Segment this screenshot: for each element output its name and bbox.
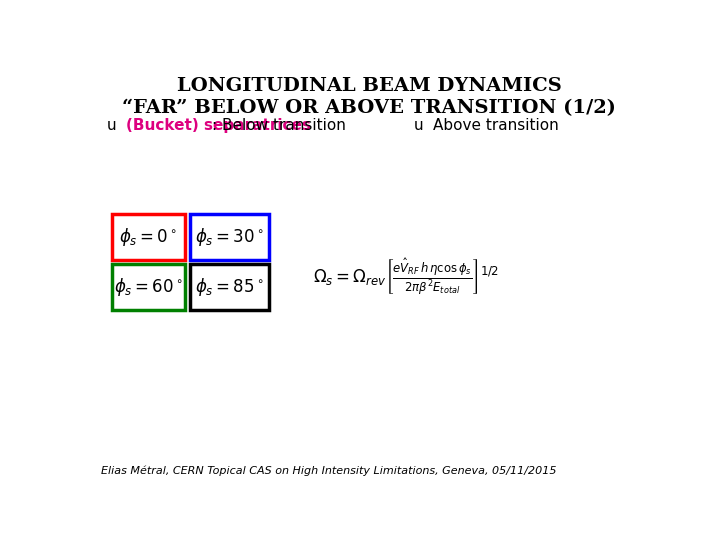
Text: : Below transition: : Below transition bbox=[212, 118, 346, 133]
FancyBboxPatch shape bbox=[112, 214, 185, 260]
Text: Above transition: Above transition bbox=[433, 118, 559, 133]
Text: (Bucket) separatrices: (Bucket) separatrices bbox=[126, 118, 311, 133]
Text: u: u bbox=[107, 118, 117, 133]
Text: u: u bbox=[413, 118, 423, 133]
FancyBboxPatch shape bbox=[112, 265, 185, 310]
Text: $\phi_s = 0^\circ$: $\phi_s = 0^\circ$ bbox=[120, 226, 178, 248]
Text: $\Omega_s = \Omega_{rev} \left[\frac{e\hat{V}_{RF}\, h\, \eta \cos\phi_s}{2\pi\b: $\Omega_s = \Omega_{rev} \left[\frac{e\h… bbox=[313, 256, 500, 298]
Text: $\phi_s = 30^\circ$: $\phi_s = 30^\circ$ bbox=[195, 226, 264, 248]
Text: LONGITUDINAL BEAM DYNAMICS
“FAR” BELOW OR ABOVE TRANSITION (1/2): LONGITUDINAL BEAM DYNAMICS “FAR” BELOW O… bbox=[122, 77, 616, 118]
Text: Elias Métral, CERN Topical CAS on High Intensity Limitations, Geneva, 05/11/2015: Elias Métral, CERN Topical CAS on High I… bbox=[101, 466, 557, 476]
FancyBboxPatch shape bbox=[190, 214, 269, 260]
Text: $\phi_s = 85^\circ$: $\phi_s = 85^\circ$ bbox=[195, 276, 264, 298]
Text: $\phi_s = 60^\circ$: $\phi_s = 60^\circ$ bbox=[114, 276, 183, 298]
FancyBboxPatch shape bbox=[190, 265, 269, 310]
